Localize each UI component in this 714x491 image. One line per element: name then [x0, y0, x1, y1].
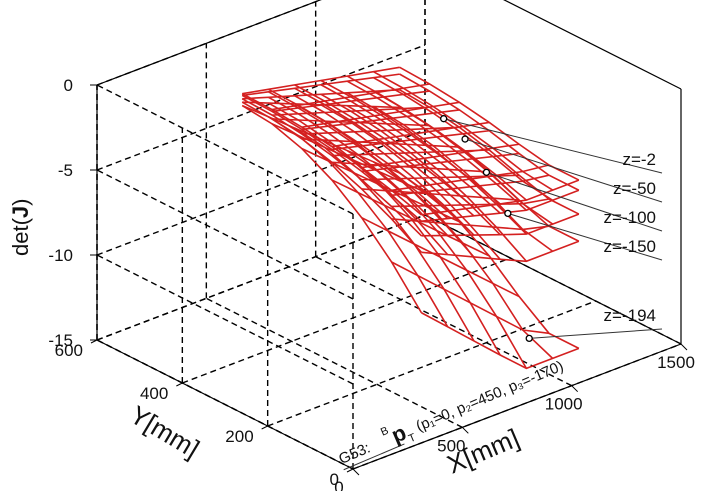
mesh-line: [331, 129, 490, 151]
x-tick-label: 1500: [657, 353, 695, 372]
x-tick-label: 1000: [545, 395, 583, 414]
mesh-line: [361, 188, 520, 201]
mesh-line: [242, 88, 400, 100]
series-label: z=-150: [604, 237, 656, 256]
z-tick-label: -15: [48, 331, 73, 350]
y-tick-mark: [261, 425, 268, 430]
grid-line-left-z: [96, 254, 354, 385]
mesh-line: [271, 90, 430, 113]
callout-leader: [486, 171, 663, 232]
box-floor-right: [424, 214, 682, 345]
axis-y-front: [96, 339, 354, 470]
callout-marker: [461, 135, 469, 143]
box-top-right: [503, 0, 682, 90]
y-tick-label: 200: [225, 427, 253, 446]
y-tick-label: 0: [330, 470, 339, 489]
grid-line-floor-y: [96, 214, 426, 341]
y-tick-label: 400: [140, 384, 168, 403]
callout-marker: [525, 334, 533, 343]
annotation-sub: T: [407, 432, 418, 446]
y-tick-mark: [176, 382, 183, 387]
callout-marker: [440, 115, 448, 123]
series-label: z=-194: [604, 306, 656, 325]
annotation-underline: [343, 443, 405, 471]
surface-mesh: [241, 104, 580, 370]
surface-meshes: [241, 66, 580, 370]
z-axis-label: det(J): [8, 199, 33, 257]
axes-box: [96, 0, 682, 470]
mesh-line: [242, 73, 400, 97]
x-tick-mark: [680, 343, 688, 351]
x-tick-mark: [571, 385, 579, 393]
mesh-line: [301, 138, 460, 148]
callout-marker: [504, 209, 512, 218]
series-label: z=-2: [622, 150, 656, 169]
mesh-line: [301, 109, 460, 131]
mesh-line: [301, 147, 460, 223]
x-tick-mark: [352, 468, 360, 476]
callout-leader: [443, 118, 663, 174]
y-axis-label: Y[mm]: [125, 399, 205, 463]
mesh-line: [271, 123, 430, 195]
series-callouts: z=-2 z=-50 z=-100 z=-150 z=-194: [440, 115, 663, 343]
grid-line-left-z: [96, 84, 354, 215]
annotation-sup: B: [379, 425, 390, 439]
z-tick-label: -10: [48, 246, 73, 265]
grid-line-floor-y: [182, 257, 511, 384]
mesh-line: [361, 216, 520, 298]
grid-line-left-z: [96, 169, 354, 300]
mesh-line: [242, 66, 400, 95]
box-top-back: [96, 0, 322, 86]
callout-leader: [507, 212, 663, 261]
z-tick-label: -5: [58, 161, 73, 180]
mesh-line: [272, 118, 430, 127]
series-label: z=-50: [613, 179, 656, 198]
mesh-line: [391, 261, 550, 335]
x-tick-label: 0: [334, 478, 343, 491]
callout-marker: [482, 168, 491, 176]
mesh-line: [242, 101, 400, 109]
grid-lines: [96, 0, 682, 470]
series-label: z=-100: [604, 208, 656, 227]
callout-leader: [529, 328, 663, 339]
mesh-line: [241, 104, 400, 174]
z-tick-label: 0: [64, 76, 73, 95]
mesh-line: [272, 106, 430, 116]
y-tick-label: 600: [55, 341, 83, 360]
mesh-line: [331, 179, 490, 257]
grid-line-floor-x: [206, 297, 463, 428]
mesh-line: [331, 161, 490, 173]
x-tick-label: 500: [437, 436, 465, 455]
mesh-line: [421, 312, 580, 370]
y-tick-mark: [346, 468, 354, 473]
mesh-line: [421, 240, 580, 263]
callout-leader: [464, 138, 663, 203]
tick-labels: 0 500 1000 1500 0 200 400 600 0 -5 -10 -15: [48, 76, 694, 491]
grid-line-back-z: [96, 44, 426, 171]
axis-x-front: [352, 343, 682, 470]
grid-line-floor-y: [267, 300, 596, 427]
x-tick-mark: [461, 426, 469, 434]
x-axis-label: X[mm]: [443, 423, 524, 480]
